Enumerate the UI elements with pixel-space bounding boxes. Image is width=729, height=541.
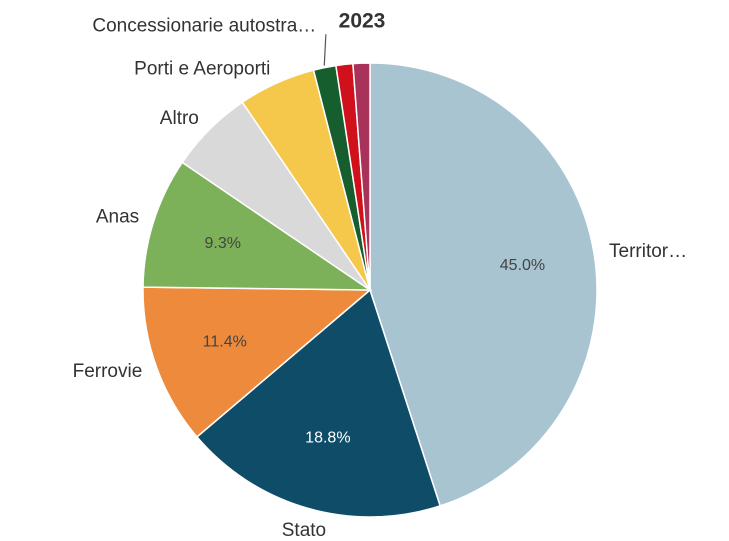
value-label: 9.3% bbox=[205, 235, 241, 252]
pie-slice bbox=[352, 62, 371, 291]
category-label: Stato bbox=[282, 520, 326, 541]
value-label: 45.0% bbox=[500, 257, 545, 274]
category-label: Altro bbox=[160, 108, 199, 129]
value-label: 18.8% bbox=[305, 430, 350, 447]
pie-slice bbox=[142, 161, 373, 291]
pie-slice bbox=[142, 286, 373, 438]
category-label: Territor… bbox=[609, 241, 687, 262]
chart-title: 2023 bbox=[339, 10, 386, 33]
category-label: Porti e Aeroporti bbox=[134, 58, 270, 79]
leader-line bbox=[323, 34, 327, 66]
value-label: 11.4% bbox=[203, 334, 247, 351]
category-label: Ferrovie bbox=[73, 361, 143, 382]
category-label: Anas bbox=[96, 206, 139, 227]
pie-slice bbox=[369, 62, 598, 507]
pie-slice bbox=[195, 288, 442, 518]
category-label: Concessionarie autostra… bbox=[92, 15, 316, 36]
